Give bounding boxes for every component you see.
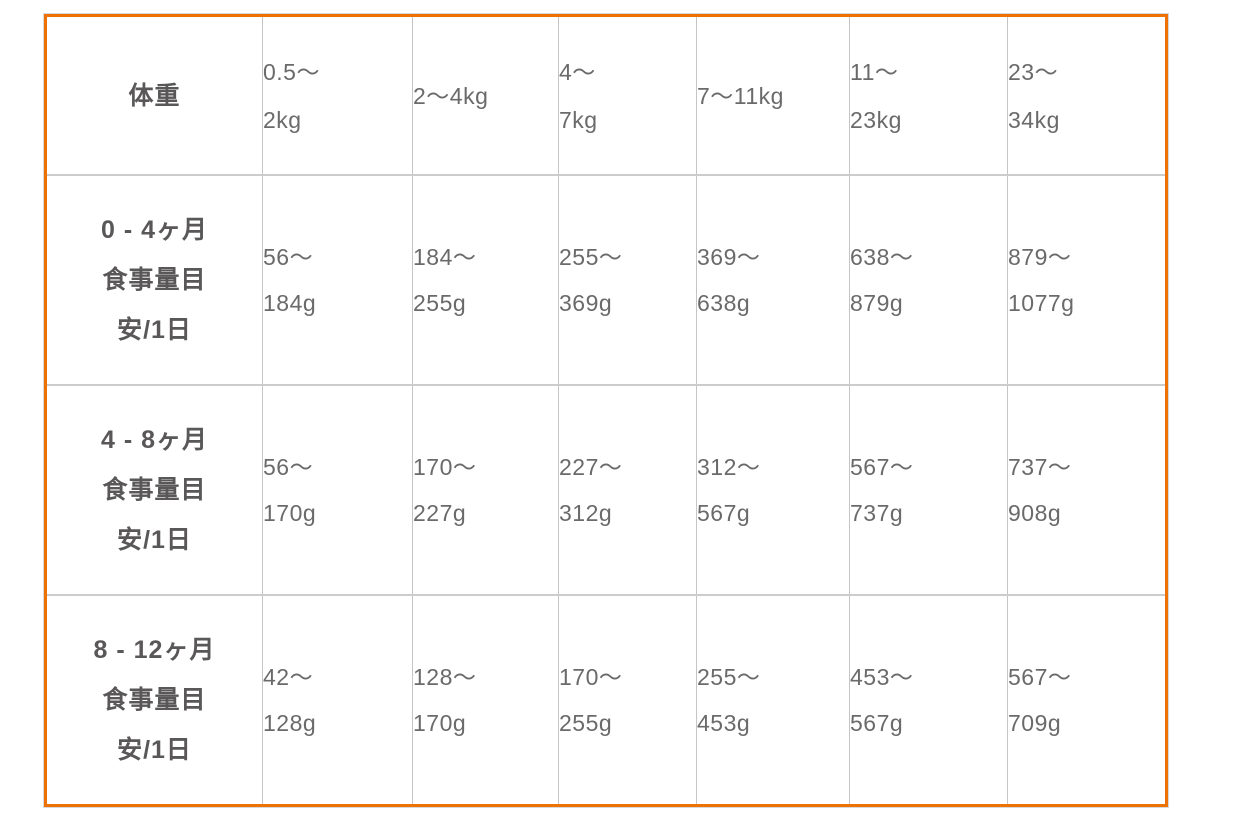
row-label-text: 4 - 8ヶ月 bbox=[100, 426, 209, 454]
amount-cell-r2-c2: 170〜 255g bbox=[558, 594, 697, 806]
amount-text: 1077g bbox=[1008, 290, 1075, 316]
amount-text: 879〜 bbox=[1008, 244, 1072, 270]
amount-text: 567g bbox=[697, 500, 751, 526]
amount-text: 42〜 bbox=[263, 664, 314, 690]
amount-text: 184〜 bbox=[413, 244, 477, 270]
amount-text: 453g bbox=[697, 710, 751, 736]
amount-text: 709g bbox=[1008, 710, 1062, 736]
weight-range-text: 7〜11kg bbox=[697, 82, 784, 109]
amount-cell-r2-c4: 453〜 567g bbox=[849, 594, 1008, 806]
header-cell-range-2: 4〜 7kg bbox=[558, 15, 697, 175]
amount-cell-r0-c2: 255〜 369g bbox=[558, 174, 697, 385]
amount-text: 369g bbox=[559, 290, 613, 316]
amount-text: 312g bbox=[559, 500, 613, 526]
amount-cell-r1-c0: 56〜 170g bbox=[262, 384, 413, 595]
amount-text: 567〜 bbox=[1008, 664, 1072, 690]
amount-text: 908g bbox=[1008, 500, 1062, 526]
row-label-text: 安/1日 bbox=[117, 736, 192, 764]
row-label-text: 食事量目 bbox=[102, 686, 207, 714]
header-cell-range-4: 11〜 23kg bbox=[849, 15, 1008, 175]
weight-range-text: 4〜 bbox=[559, 58, 596, 85]
amount-cell-r1-c2: 227〜 312g bbox=[558, 384, 697, 595]
weight-range-text: 11〜 bbox=[850, 58, 899, 85]
amount-cell-r2-c5: 567〜 709g bbox=[1007, 594, 1167, 806]
row-8-12-months: 8 - 12ヶ月 食事量目 安/1日 42〜 128g 128〜 170g 17… bbox=[45, 594, 1167, 806]
amount-text: 128g bbox=[263, 710, 317, 736]
weight-range-text: 23〜 bbox=[1008, 58, 1059, 85]
row-4-8-months: 4 - 8ヶ月 食事量目 安/1日 56〜 170g 170〜 227g 227… bbox=[45, 384, 1167, 595]
amount-text: 128〜 bbox=[413, 664, 477, 690]
amount-text: 255g bbox=[559, 710, 613, 736]
weight-range-text: 34kg bbox=[1008, 106, 1060, 133]
amount-cell-r1-c3: 312〜 567g bbox=[696, 384, 850, 595]
header-cell-weight: 体重 bbox=[46, 16, 263, 176]
row-0-4-months: 0 - 4ヶ月 食事量目 安/1日 56〜 184g 184〜 255g 255… bbox=[45, 174, 1167, 385]
header-cell-range-3: 7〜11kg bbox=[696, 15, 850, 175]
amount-text: 638g bbox=[697, 290, 751, 316]
amount-text: 184g bbox=[263, 290, 317, 316]
amount-text: 638〜 bbox=[850, 244, 914, 270]
amount-cell-r0-c1: 184〜 255g bbox=[412, 174, 559, 385]
amount-text: 255〜 bbox=[697, 664, 761, 690]
weight-header-label: 体重 bbox=[128, 81, 181, 110]
amount-text: 170〜 bbox=[559, 664, 623, 690]
amount-cell-r1-c5: 737〜 908g bbox=[1007, 384, 1167, 595]
amount-cell-r0-c5: 879〜 1077g bbox=[1007, 174, 1167, 385]
row-label-text: 安/1日 bbox=[117, 316, 192, 344]
amount-text: 170g bbox=[263, 500, 317, 526]
amount-text: 879g bbox=[850, 290, 904, 316]
weight-range-text: 2kg bbox=[263, 106, 302, 133]
row-label-4-8-months: 4 - 8ヶ月 食事量目 安/1日 bbox=[45, 384, 263, 595]
amount-text: 170g bbox=[413, 710, 467, 736]
amount-text: 227g bbox=[413, 500, 467, 526]
amount-text: 737g bbox=[850, 500, 904, 526]
header-row: 体重 0.5〜 2kg 2〜4kg 4〜 7kg 7〜 bbox=[46, 15, 1167, 176]
header-cell-range-1: 2〜4kg bbox=[412, 15, 559, 175]
amount-cell-r0-c4: 638〜 879g bbox=[849, 174, 1008, 385]
row-label-8-12-months: 8 - 12ヶ月 食事量目 安/1日 bbox=[45, 594, 263, 806]
amount-cell-r0-c3: 369〜 638g bbox=[696, 174, 850, 385]
amount-cell-r1-c4: 567〜 737g bbox=[849, 384, 1008, 595]
amount-text: 567g bbox=[850, 710, 904, 736]
weight-range-text: 2〜4kg bbox=[413, 82, 489, 109]
row-label-text: 0 - 4ヶ月 bbox=[100, 216, 209, 244]
amount-text: 56〜 bbox=[263, 454, 314, 480]
amount-text: 255g bbox=[413, 290, 467, 316]
header-cell-range-5: 23〜 34kg bbox=[1007, 15, 1167, 175]
weight-range-text: 23kg bbox=[850, 106, 902, 133]
amount-cell-r2-c1: 128〜 170g bbox=[412, 594, 559, 806]
row-label-0-4-months: 0 - 4ヶ月 食事量目 安/1日 bbox=[45, 174, 263, 385]
feeding-table-container: 体重 0.5〜 2kg 2〜4kg 4〜 7kg 7〜 bbox=[43, 13, 1169, 808]
puppy-feeding-guide-table: 体重 0.5〜 2kg 2〜4kg 4〜 7kg 7〜 bbox=[43, 13, 1169, 808]
amount-cell-r1-c1: 170〜 227g bbox=[412, 384, 559, 595]
weight-range-text: 7kg bbox=[559, 106, 598, 133]
amount-text: 227〜 bbox=[559, 454, 623, 480]
amount-cell-r0-c0: 56〜 184g bbox=[262, 174, 413, 385]
amount-text: 312〜 bbox=[697, 454, 761, 480]
row-label-text: 食事量目 bbox=[102, 476, 207, 504]
amount-text: 56〜 bbox=[263, 244, 314, 270]
amount-text: 567〜 bbox=[850, 454, 914, 480]
amount-text: 255〜 bbox=[559, 244, 623, 270]
amount-text: 170〜 bbox=[413, 454, 477, 480]
amount-text: 737〜 bbox=[1008, 454, 1072, 480]
amount-cell-r2-c3: 255〜 453g bbox=[696, 594, 850, 806]
row-label-text: 安/1日 bbox=[117, 526, 192, 554]
header-cell-range-0: 0.5〜 2kg bbox=[262, 15, 413, 175]
row-label-text: 8 - 12ヶ月 bbox=[93, 636, 216, 664]
row-label-text: 食事量目 bbox=[102, 266, 207, 294]
weight-range-text: 0.5〜 bbox=[263, 58, 320, 85]
amount-cell-r2-c0: 42〜 128g bbox=[262, 594, 413, 806]
amount-text: 453〜 bbox=[850, 664, 914, 690]
amount-text: 369〜 bbox=[697, 244, 761, 270]
